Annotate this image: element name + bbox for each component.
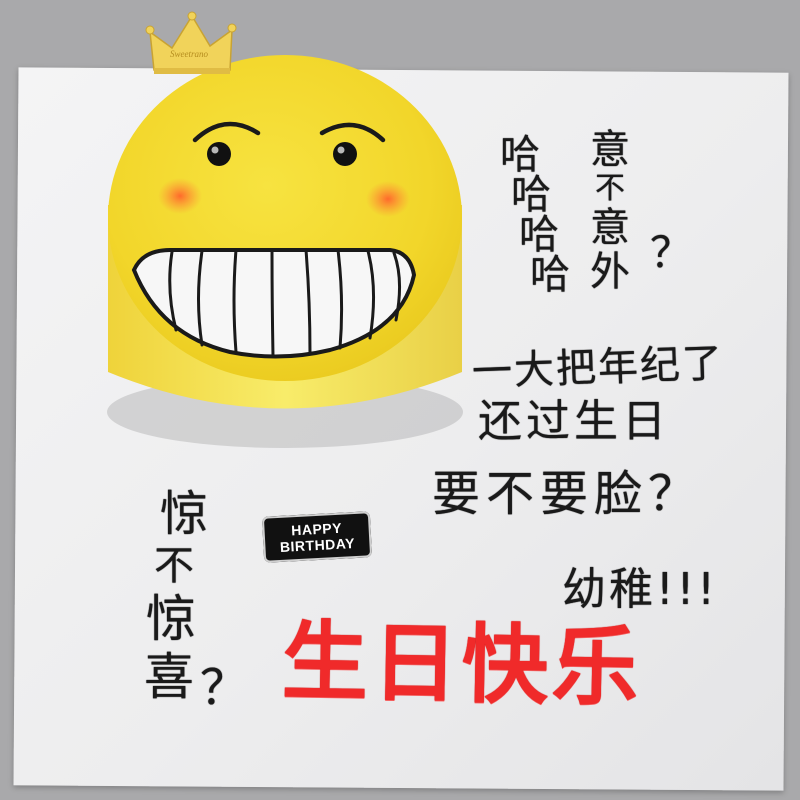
question-mark-2: ？ <box>200 660 251 716</box>
column-ha: 哈 哈 哈 哈 <box>470 135 572 295</box>
question-mark-1: ？ <box>650 228 695 277</box>
char-ha-2: 哈 <box>511 172 553 218</box>
char-yi-4: 外 <box>590 249 632 295</box>
happy-birthday-badge: HAPPY BIRTHDAY <box>261 511 373 563</box>
column-jing: 惊 不 惊 喜 <box>130 490 210 702</box>
crown-engraving: Sweetrano <box>170 49 208 59</box>
char-yi-2: 不 <box>595 171 627 206</box>
char-yi-3: 意 <box>590 205 632 251</box>
crown-topper <box>145 11 237 74</box>
badge-line-birthday: BIRTHDAY <box>279 535 356 555</box>
column-yi: 意 不 意 外 <box>590 130 632 292</box>
char-ha-1: 哈 <box>500 132 542 178</box>
char-yi-1: 意 <box>590 127 632 173</box>
char-jing-1: 惊 <box>160 486 211 542</box>
line-nian-ji: 一大把年纪了 <box>471 340 725 396</box>
char-jing-4: 喜 <box>144 648 196 706</box>
line-you-zhi: 幼稚!!! <box>562 564 718 615</box>
char-ha-4: 哈 <box>530 252 572 298</box>
char-jing-2: 不 <box>154 543 196 589</box>
line-yao-lian: 要不要脸？ <box>432 466 703 522</box>
char-ha-3: 哈 <box>519 212 561 258</box>
char-jing-3: 惊 <box>146 590 198 648</box>
line-guo-sheng-ri: 还过生日 <box>478 396 670 447</box>
happy-birthday-red: 生日快乐 <box>281 611 643 719</box>
